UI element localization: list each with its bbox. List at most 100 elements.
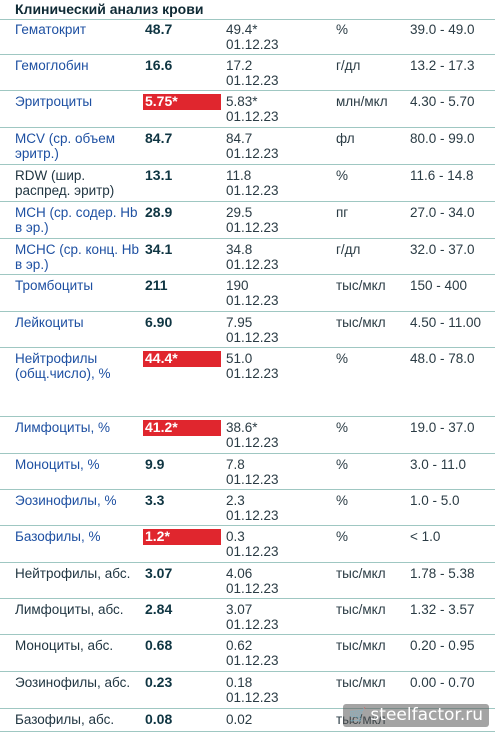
reference-range: 3.0 - 11.0 <box>410 457 467 472</box>
result-value: 13.1 <box>145 167 173 183</box>
table-row: MCV (ср. объем эритр.) 84.7 84.7 01.12.23 фл… <box>0 128 495 165</box>
previous-date: 01.12.23 <box>226 366 279 381</box>
test-name: Моноциты, % <box>15 457 100 472</box>
reference-range: 80.0 - 99.0 <box>410 131 475 146</box>
reference-range: 39.0 - 49.0 <box>410 22 475 37</box>
unit: г/дл <box>336 58 361 73</box>
unit: % <box>336 493 349 508</box>
test-name: MCV (ср. объем эритр.) <box>15 131 116 161</box>
previous-date: 01.12.23 <box>226 293 279 308</box>
previous-value: 3.07 <box>226 602 253 617</box>
previous-date: 01.12.23 <box>226 690 279 705</box>
previous-date: 01.12.23 <box>226 508 279 523</box>
result-value: 16.6 <box>145 57 173 73</box>
unit: % <box>336 529 349 544</box>
previous-date: 01.12.23 <box>226 617 279 632</box>
unit: % <box>336 457 349 472</box>
previous-date: 01.12.23 <box>226 183 279 198</box>
test-name: Моноциты, абс. <box>15 638 114 653</box>
watermark: 🛒 steelfactor.ru <box>342 704 489 727</box>
test-name: Эозинофилы, % <box>15 493 117 508</box>
previous-date: 01.12.23 <box>226 220 279 235</box>
reference-range: 13.2 - 17.3 <box>410 58 475 73</box>
test-name: MCH (ср. содер. Hb в эр.) <box>15 205 138 235</box>
unit: тыс/мкл <box>336 602 386 617</box>
previous-result: 11.8 01.12.23 <box>226 168 326 198</box>
result-value: 28.9 <box>145 204 173 220</box>
previous-value: 0.02 <box>226 712 253 727</box>
previous-date: 01.12.23 <box>226 257 279 272</box>
watermark-text: steelfactor.ru <box>370 705 483 725</box>
table-row: Нейтрофилы (общ.число), % 44.4* 51.0 01.12.… <box>0 348 495 417</box>
previous-result: 190 01.12.23 <box>226 278 326 308</box>
unit: тыс/мкл <box>336 278 386 293</box>
result-value: 0.08 <box>145 711 173 727</box>
table-row: Лимфоциты, % 41.2* 38.6* 01.12.23% 19.0 - 37… <box>0 417 495 454</box>
previous-result: 51.0 01.12.23 <box>226 351 326 381</box>
previous-result: 7.95 01.12.23 <box>226 315 326 345</box>
previous-result: 0.3 01.12.23 <box>226 529 326 559</box>
previous-date: 01.12.23 <box>226 109 279 124</box>
previous-result: 0.62 01.12.23 <box>226 638 326 668</box>
table-row: Моноциты, % 9.9 7.8 01.12.23% 3.0 - 11.0 <box>0 454 495 490</box>
previous-result: 38.6* 01.12.23 <box>226 420 326 450</box>
reference-range: 1.78 - 5.38 <box>410 566 475 581</box>
previous-date: 01.12.23 <box>226 330 279 345</box>
test-name: Нейтрофилы (общ.число), % <box>15 351 111 381</box>
previous-value: 34.8 <box>226 242 253 257</box>
reference-range: 11.6 - 14.8 <box>410 168 474 183</box>
unit: фл <box>336 131 355 146</box>
unit: тыс/мкл <box>336 638 386 653</box>
reference-range: 32.0 - 37.0 <box>410 242 475 257</box>
previous-value: 7.95 <box>226 315 253 330</box>
previous-value: 0.62 <box>226 638 253 653</box>
unit: тыс/мкл <box>336 566 386 581</box>
test-name: Тромбоциты <box>15 278 94 293</box>
result-value: 0.23 <box>145 674 173 690</box>
cart-icon: 🛒 <box>348 708 367 724</box>
table-row: MCH (ср. содер. Hb в эр.) 28.9 29.5 01.12.2… <box>0 202 495 239</box>
result-value: 0.68 <box>145 637 173 653</box>
unit: г/дл <box>336 242 361 257</box>
result-value: 3.3 <box>145 492 165 508</box>
test-name: Базофилы, абс. <box>15 712 115 727</box>
flagged-result-value: 41.2* <box>143 420 221 436</box>
reference-range: 0.00 - 0.70 <box>410 675 475 690</box>
table-row: Нейтрофилы, абс. 3.07 4.06 01.12.23 тыс/мкл 1… <box>0 563 495 599</box>
previous-date: 01.12.23 <box>226 37 279 52</box>
unit: % <box>336 351 349 366</box>
flagged-result-value: 5.75* <box>143 94 221 110</box>
test-name: MCHC (ср. конц. Hb в эр.) <box>15 242 140 272</box>
result-value: 48.7 <box>145 21 173 37</box>
report-header: Клинический анализ крови <box>0 0 495 20</box>
table-row: Эозинофилы, % 3.3 2.3 01.12.23% 1.0 - 5.0 <box>0 490 495 526</box>
test-name: Лейкоциты <box>15 315 84 330</box>
table-row: Тромбоциты 211 190 01.12.23 тыс/мкл 150 - 400 <box>0 275 495 312</box>
previous-value: 17.2 <box>226 58 253 73</box>
result-value: 3.07 <box>145 565 173 581</box>
table-row: Гемоглобин 16.6 17.2 01.12.23 г/дл 13.2 - 17.… <box>0 55 495 91</box>
previous-value: 49.4* <box>226 22 258 37</box>
table-row: Базофилы, % 1.2* 0.3 01.12.23% < 1.0 <box>0 526 495 563</box>
previous-value: 38.6* <box>226 420 258 435</box>
previous-value: 0.18 <box>226 675 253 690</box>
previous-result: 49.4* 01.12.23 <box>226 22 326 52</box>
previous-date: 01.12.23 <box>226 544 279 559</box>
flagged-result-value: 44.4* <box>143 351 221 367</box>
previous-result: 2.3 01.12.23 <box>226 493 326 523</box>
table-row: Гематокрит 48.7 49.4* 01.12.23% 39.0 - 49.0 <box>0 19 495 55</box>
table-row: Моноциты, абс. 0.68 0.62 01.12.23 тыс/мкл 0.2… <box>0 635 495 672</box>
previous-value: 29.5 <box>226 205 253 220</box>
previous-value: 190 <box>226 278 249 293</box>
previous-result: 34.8 01.12.23 <box>226 242 326 272</box>
result-value: 34.1 <box>145 241 173 257</box>
test-name: Гемоглобин <box>15 58 89 73</box>
previous-date: 01.12.23 <box>226 146 279 161</box>
unit: % <box>336 22 349 37</box>
test-name: Базофилы, % <box>15 529 101 544</box>
unit: пг <box>336 205 349 220</box>
previous-value: 51.0 <box>226 351 253 366</box>
reference-range: 48.0 - 78.0 <box>410 351 475 366</box>
unit: % <box>336 168 349 183</box>
report-title: Клинический анализ крови <box>15 1 204 17</box>
